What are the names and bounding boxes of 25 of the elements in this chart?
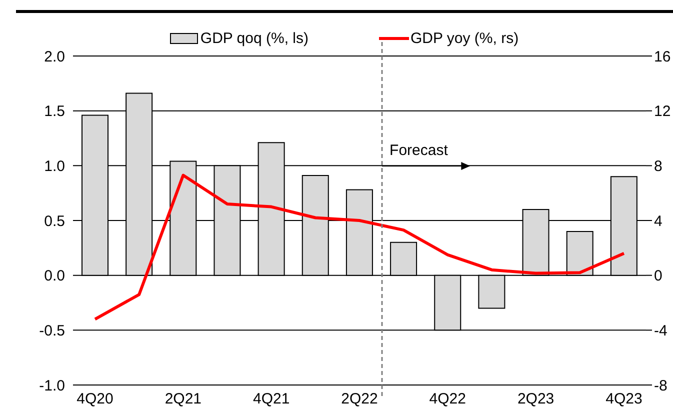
x-tick-label: 2Q23: [517, 390, 554, 408]
annotation: Forecast: [390, 142, 448, 159]
x-tick-label: 4Q21: [252, 390, 290, 408]
y-tick-label: 0.5: [44, 212, 65, 230]
y2-tick-label: 8: [654, 158, 662, 175]
x-tick-label: 4Q22: [429, 390, 466, 408]
y-tick-label: -1.0: [39, 377, 65, 394]
x-tick-label: 2Q21: [164, 390, 202, 408]
line-series: [94, 174, 626, 321]
y2-tick-label: -4: [654, 322, 668, 340]
x-tick-label: 4Q20: [76, 390, 114, 408]
y2-tick-label: 12: [654, 103, 671, 120]
legend-label: GDP qoq (%, ls): [200, 30, 308, 47]
y2-tick-label: -8: [654, 377, 668, 394]
y2-tick-label: 16: [654, 48, 671, 66]
legend-label: GDP yoy (%, rs): [410, 30, 519, 47]
y-tick-label: 0.0: [44, 268, 65, 285]
y-tick-label: 1.5: [44, 103, 65, 120]
y-tick-label: -0.5: [39, 322, 65, 340]
y-tick-label: 2.0: [44, 48, 65, 66]
x-tick-label: 4Q23: [606, 390, 642, 408]
y2-tick-label: 4: [654, 212, 662, 230]
y-tick-label: 1.0: [44, 158, 65, 175]
x-tick-label: 2Q22: [341, 390, 378, 408]
y2-tick-label: 0: [654, 268, 662, 285]
